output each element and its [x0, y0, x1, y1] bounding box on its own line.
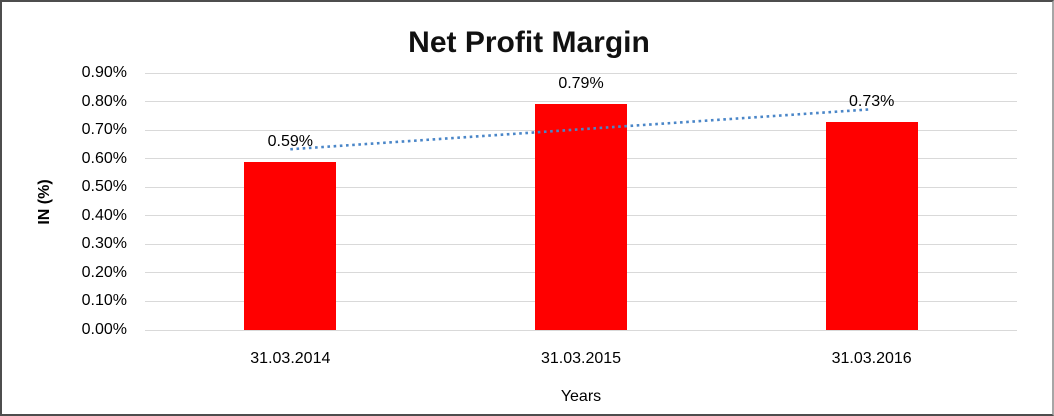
bar: [535, 104, 627, 330]
x-axis-title: Years: [560, 388, 602, 405]
gridline: [145, 72, 1017, 74]
y-axis-tick-label: 0.40%: [81, 206, 127, 224]
y-axis-tick-label: 0.20%: [81, 263, 127, 281]
bar: [244, 161, 337, 330]
y-axis-tick-label: 0.50%: [81, 178, 127, 196]
y-axis-tick-label: 0.10%: [81, 292, 127, 310]
bar-data-label: 0.73%: [848, 92, 895, 110]
gridline: [145, 101, 1017, 103]
bar-data-label: 0.79%: [558, 75, 604, 93]
y-axis-tick-label: 0.90%: [81, 64, 127, 81]
y-axis-tick-label: 0.60%: [81, 149, 127, 167]
x-axis-tick-label: 31.03.2014: [250, 350, 331, 367]
chart-title: Net Profit Margin: [408, 26, 650, 59]
y-axis-tick-label: 0.70%: [81, 121, 127, 139]
x-axis-tick-label: 31.03.2015: [540, 350, 622, 367]
bar: [825, 121, 918, 330]
y-axis-tick-label: 0.80%: [81, 92, 127, 110]
x-axis-tick-label: 31.03.2016: [831, 350, 912, 367]
y-axis-tick-label: 0.30%: [81, 235, 127, 253]
bar-data-label: 0.59%: [267, 132, 314, 150]
y-axis-tick-label: 0.00%: [81, 321, 127, 338]
gridline: [145, 329, 1017, 331]
